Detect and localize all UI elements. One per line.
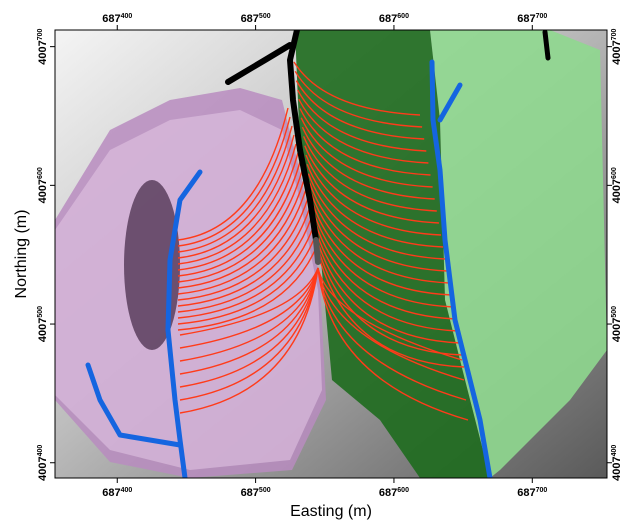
flow-line [177,179,305,289]
ridge [542,30,551,61]
flow-line [317,267,465,381]
flow-line [177,188,307,295]
flow-line [179,267,319,362]
y-tick-label: 4007700 [37,28,49,64]
y-tick-label: 4007400 [611,445,623,481]
y-tick-label: 4007700 [611,28,623,64]
flow-line [177,161,301,277]
map-area [55,30,607,478]
flow-line [304,145,439,224]
flow-line [294,70,423,128]
flow-line [306,164,444,248]
flow-line [295,80,425,140]
flow-line [317,267,463,361]
flow-line [177,116,291,247]
river [429,59,493,478]
flow-line [298,98,429,164]
flow-line [179,267,319,414]
flow-line [302,136,437,212]
flow-line [308,182,448,272]
flow-line [177,215,313,313]
flow-line [301,126,435,200]
purple-zone-light [55,110,322,470]
x-axis-title: Easting (m) [290,503,372,520]
y-tick-label: 4007600 [37,167,49,203]
dark-depression [124,180,180,350]
flow-line [296,89,427,152]
flow-line [299,108,431,176]
flow-line [313,219,456,320]
flow-line [311,201,452,296]
flow-line [177,242,319,331]
flow-line [177,134,295,259]
river [85,362,183,448]
flow-line [293,61,421,116]
flow-line [177,143,297,265]
x-tick-label: 687400 [102,487,132,499]
flow-line [179,267,319,388]
x-tick-label: 687400 [102,13,132,25]
flow-line [177,107,289,241]
flow-lines [177,61,469,421]
x-tick-label: 687500 [241,487,271,499]
ridge [313,237,321,265]
flow-line [300,117,433,188]
flow-line [177,152,299,271]
channels [85,30,551,478]
flow-line [177,170,303,283]
flow-line [316,238,460,344]
y-axis-title: Northing (m) [13,210,30,299]
flow-line [177,197,309,301]
flow-line [179,267,319,401]
flow-line [318,257,465,368]
flow-line [179,267,319,349]
flow-line [317,247,463,356]
flow-line [177,233,317,325]
flow-line [317,267,467,401]
x-tick-label: 687700 [517,487,547,499]
flow-line [314,229,458,332]
axes: 687400 687400 687500 687500 687600 687600 6877… [37,13,623,499]
y-tick-label: 4007400 [37,445,49,481]
x-tick-label: 687600 [379,487,409,499]
x-tick-label: 687500 [241,13,271,25]
plot-frame [54,29,608,479]
river [165,169,203,478]
flow-line [179,267,319,336]
y-tick-label: 4007500 [611,306,623,342]
flow-line [312,210,454,308]
ridge [287,30,319,243]
flow-line [177,224,315,319]
green-zone [295,30,490,478]
flow-line [317,267,469,421]
flow-line [310,191,450,284]
ridge [225,42,293,85]
x-tick-label: 687700 [517,13,547,25]
flow-line [177,125,293,253]
river [437,82,463,123]
y-tick-label: 4007600 [611,167,623,203]
y-tick-label: 4007500 [37,306,49,342]
flow-line [177,206,311,307]
flow-line [179,267,319,375]
flow-line [307,173,446,260]
x-tick-label: 687600 [379,13,409,25]
light-green-zone [430,30,607,478]
flow-line [305,154,442,236]
